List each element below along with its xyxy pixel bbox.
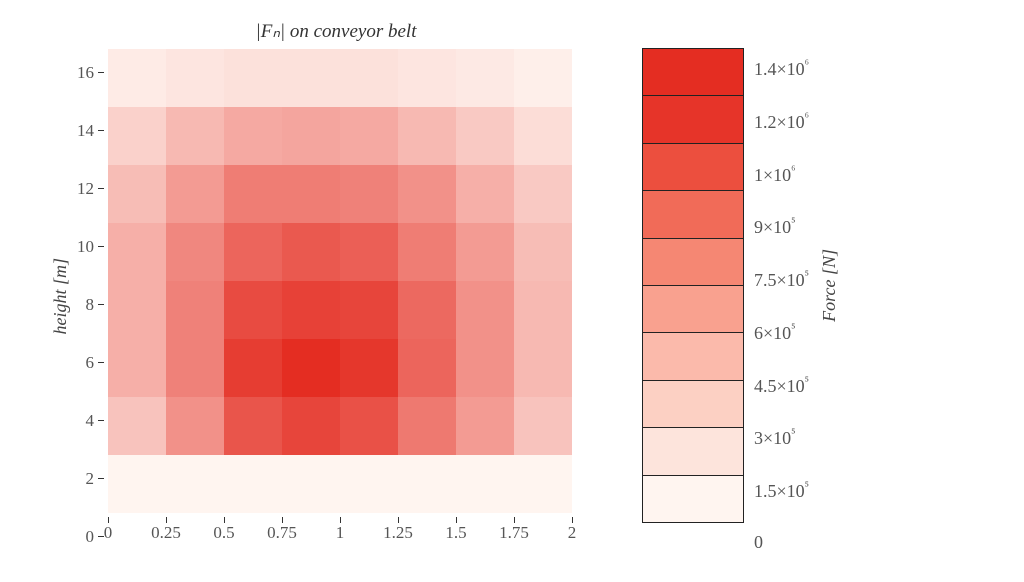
heatmap-cell xyxy=(224,281,282,339)
heatmap-cell xyxy=(108,397,166,455)
heatmap-cell xyxy=(108,49,166,107)
heatmap-cell xyxy=(224,397,282,455)
chart-body: height [m] 0246810121416 00.250.50.7511.… xyxy=(50,49,572,543)
heatmap-cell xyxy=(398,49,456,107)
colorbar-segment xyxy=(643,95,743,142)
heatmap-cell xyxy=(514,339,572,397)
heatmap-cell xyxy=(108,281,166,339)
heatmap-cell xyxy=(282,107,340,165)
heatmap-cell xyxy=(108,165,166,223)
heatmap-cell xyxy=(398,339,456,397)
heatmap-cell xyxy=(108,107,166,165)
heatmap-cell xyxy=(456,281,514,339)
heatmap-cell xyxy=(282,455,340,513)
heatmap-cell xyxy=(456,339,514,397)
colorbar: 01.5×10⁵3×10⁵4.5×10⁵6×10⁵7.5×10⁵9×10⁵1×1… xyxy=(642,48,840,523)
heatmap-cell xyxy=(340,49,398,107)
heatmap-cell xyxy=(340,165,398,223)
heatmap-cell xyxy=(224,49,282,107)
heatmap-cell xyxy=(514,223,572,281)
heatmap-cell xyxy=(398,107,456,165)
heatmap-cell xyxy=(166,455,224,513)
heatmap-cell xyxy=(514,49,572,107)
heatmap-cell xyxy=(340,223,398,281)
heatmap-cell xyxy=(282,281,340,339)
heatmap-cell xyxy=(340,397,398,455)
heatmap-cell xyxy=(166,107,224,165)
heatmap-cell xyxy=(282,339,340,397)
heatmap-cell xyxy=(340,107,398,165)
heatmap-cell xyxy=(282,397,340,455)
heatmap-cell xyxy=(282,49,340,107)
heatmap-cell xyxy=(514,107,572,165)
y-axis-label: height [m] xyxy=(50,258,71,335)
heatmap-cell xyxy=(166,165,224,223)
heatmap-cell xyxy=(456,165,514,223)
heatmap-cell xyxy=(514,281,572,339)
chart-title: |Fₙ| on conveyor belt xyxy=(256,20,417,43)
heatmap-cell xyxy=(108,455,166,513)
heatmap-cell xyxy=(166,397,224,455)
heatmap-cell xyxy=(456,49,514,107)
colorbar-segment xyxy=(643,332,743,379)
colorbar-segment xyxy=(643,427,743,474)
heatmap-chart: |Fₙ| on conveyor belt height [m] 0246810… xyxy=(50,20,572,543)
colorbar-ticks: 01.5×10⁵3×10⁵4.5×10⁵6×10⁵7.5×10⁵9×10⁵1×1… xyxy=(754,48,809,523)
heatmap-cell xyxy=(166,223,224,281)
heatmap-cell xyxy=(224,339,282,397)
colorbar-label: Force [N] xyxy=(819,249,840,322)
heatmap-cell xyxy=(166,49,224,107)
heatmap-grid xyxy=(108,49,572,513)
colorbar-segment xyxy=(643,49,743,95)
colorbar-gradient xyxy=(642,48,744,523)
heatmap-cell xyxy=(282,223,340,281)
heatmap-cell xyxy=(398,165,456,223)
heatmap-cell xyxy=(456,397,514,455)
heatmap-cell xyxy=(456,223,514,281)
heatmap-cell xyxy=(340,455,398,513)
colorbar-segment xyxy=(643,190,743,237)
heatmap-cell xyxy=(514,455,572,513)
heatmap-cell xyxy=(456,107,514,165)
heatmap-cell xyxy=(282,165,340,223)
heatmap-cell xyxy=(166,339,224,397)
heatmap-cell xyxy=(398,281,456,339)
heatmap-cell xyxy=(166,281,224,339)
heatmap-cell xyxy=(224,455,282,513)
x-axis-ticks: 00.250.50.7511.251.51.752 xyxy=(108,517,572,543)
colorbar-segment xyxy=(643,475,743,522)
heatmap-cell xyxy=(108,339,166,397)
colorbar-segment xyxy=(643,285,743,332)
y-axis-ticks: 0246810121416 xyxy=(77,64,108,528)
heatmap-cell xyxy=(224,107,282,165)
heatmap-cell xyxy=(340,339,398,397)
heatmap-cell xyxy=(456,455,514,513)
colorbar-segment xyxy=(643,238,743,285)
plot-wrap: 00.250.50.7511.251.51.752 xyxy=(108,49,572,543)
colorbar-segment xyxy=(643,380,743,427)
heatmap-cell xyxy=(398,397,456,455)
heatmap-cell xyxy=(224,223,282,281)
heatmap-cell xyxy=(398,223,456,281)
heatmap-cell xyxy=(108,223,166,281)
heatmap-cell xyxy=(340,281,398,339)
figure-container: |Fₙ| on conveyor belt height [m] 0246810… xyxy=(20,20,1004,543)
heatmap-cell xyxy=(514,397,572,455)
colorbar-segment xyxy=(643,143,743,190)
heatmap-cell xyxy=(224,165,282,223)
heatmap-cell xyxy=(514,165,572,223)
heatmap-cell xyxy=(398,455,456,513)
